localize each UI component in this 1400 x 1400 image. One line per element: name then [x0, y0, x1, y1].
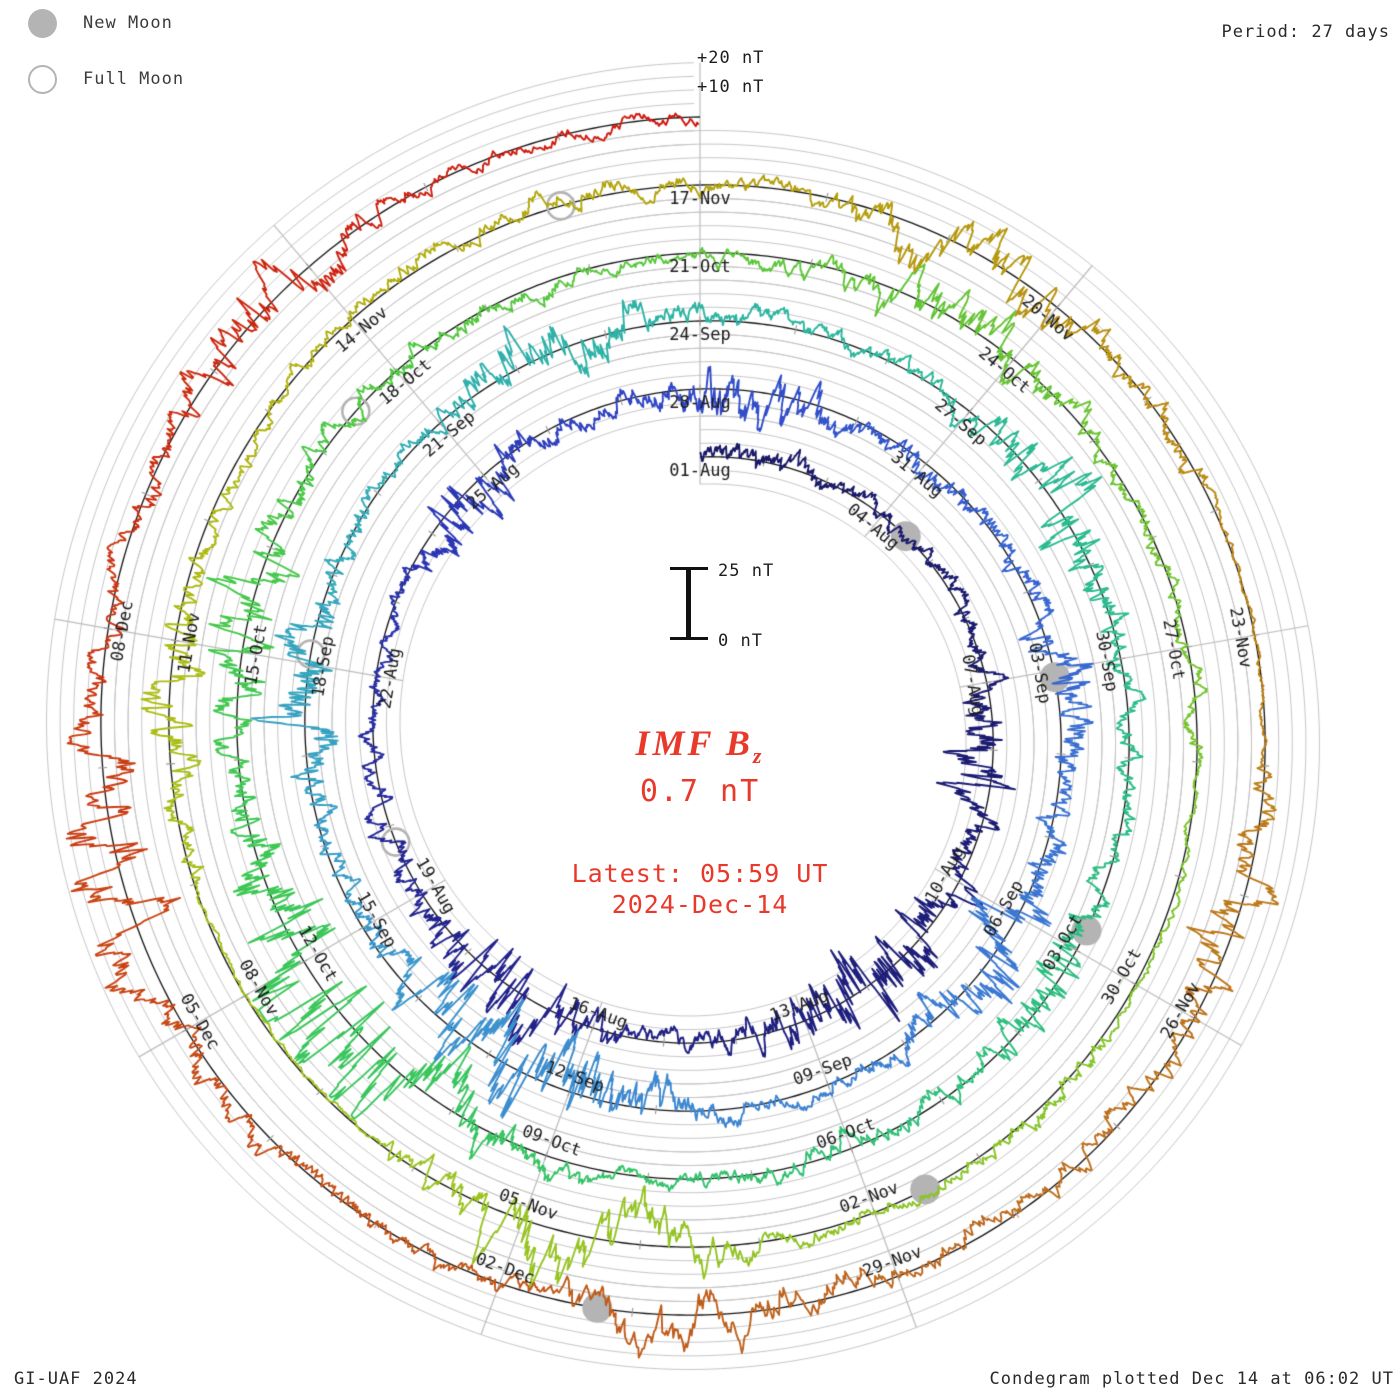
full-moon-label: Full Moon — [83, 69, 185, 89]
center-latest-date: 2024-Dec-14 — [611, 890, 789, 919]
center-current-value: 0.7 nT — [639, 774, 761, 809]
plotted-timestamp: Condegram plotted Dec 14 at 06:02 UT — [989, 1369, 1394, 1389]
legend-full-moon: Full Moon — [28, 64, 184, 94]
scale-bar-zero-label: 0 nT — [718, 631, 763, 651]
center-title: IMF Bz — [0, 722, 1400, 769]
outer-scale-plus10: +10 nT — [697, 77, 765, 97]
scale-bar-bottom-cap — [670, 637, 708, 640]
scale-bar-max-label: 25 nT — [718, 561, 775, 581]
full-moon-icon — [28, 64, 57, 94]
scale-bar-stem — [686, 568, 691, 639]
scale-bar-top-cap — [670, 567, 708, 570]
new-moon-label: New Moon — [83, 13, 173, 33]
legend-new-moon: New Moon — [28, 8, 173, 38]
center-title-subscript: z — [752, 743, 765, 769]
outer-scale-plus20: +20 nT — [697, 48, 765, 68]
period-label: Period: 27 days — [1221, 22, 1390, 42]
credit-label: GI-UAF 2024 — [14, 1369, 138, 1389]
new-moon-icon — [28, 8, 57, 38]
center-title-main: IMF B — [635, 723, 753, 763]
center-latest-time: Latest: 05:59 UT — [571, 859, 829, 888]
